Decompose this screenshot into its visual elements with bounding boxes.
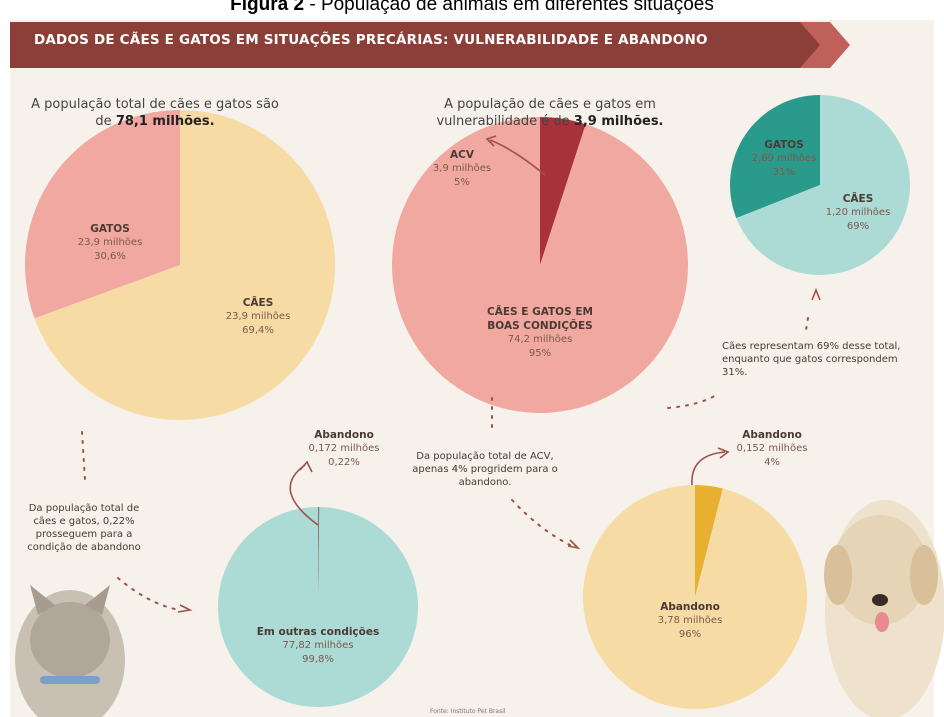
- slice-name: Abandono: [658, 600, 723, 614]
- note: Cães representam 69% desse total, enquan…: [722, 340, 912, 379]
- slice-percent: 69%: [826, 220, 891, 234]
- note: Da população total de cães e gatos, 0,22…: [24, 502, 144, 554]
- slice-percent: 5%: [433, 176, 491, 190]
- slice-amount: 3,78 milhões: [658, 614, 723, 628]
- slice-name: CÃES: [826, 192, 891, 206]
- page: Figura 2 - População de animais em difer…: [0, 0, 944, 717]
- pie-title-bold: 78,1 milhões.: [116, 114, 215, 129]
- slice-percent: 31%: [752, 166, 817, 180]
- slice-name: CÃES: [226, 296, 291, 310]
- slice-name: GATOS: [78, 222, 143, 236]
- slice-percent: 96%: [658, 628, 723, 642]
- slice-percent: 4%: [737, 456, 808, 470]
- pie-title: A população total de cães e gatos são de…: [30, 96, 280, 130]
- slice-percent: 0,22%: [309, 456, 380, 470]
- slice-amount: 23,9 milhões: [226, 310, 291, 324]
- pie-slice: [218, 507, 418, 707]
- slice-amount: 2,69 milhões: [752, 152, 817, 166]
- slice-percent: 99,8%: [257, 653, 379, 667]
- slice-amount: 3,9 milhões: [433, 162, 491, 176]
- banner-title: DADOS DE CÃES E GATOS EM SITUAÇÕES PRECÁ…: [34, 32, 708, 48]
- slice-amount: 77,82 milhões: [257, 639, 379, 653]
- slice-percent: 95%: [475, 347, 605, 361]
- slice-amount: 0,152 milhões: [737, 442, 808, 456]
- slice-amount: 23,9 milhões: [78, 236, 143, 250]
- slice-amount: 74,2 milhões: [475, 333, 605, 347]
- slice-name: GATOS: [752, 138, 817, 152]
- note: Da população total de ACV, apenas 4% pro…: [410, 450, 560, 489]
- source: Fonte: Instituto Pet Brasil: [430, 708, 506, 715]
- slice-percent: 30,6%: [78, 250, 143, 264]
- slice-name: Abandono: [737, 428, 808, 442]
- cat-illustration: [15, 585, 125, 717]
- slice-name: ACV: [433, 148, 491, 162]
- dog-illustration: [824, 500, 944, 717]
- slice-name: CÃES E GATOS EM BOAS CONDIÇÕES: [475, 305, 605, 333]
- pie-title: A população de cães e gatos em vulnerabi…: [430, 96, 670, 130]
- slice-amount: 1,20 milhões: [826, 206, 891, 220]
- slice-name: Abandono: [309, 428, 380, 442]
- pie-title-bold: 3,9 milhões.: [574, 114, 664, 129]
- slice-percent: 69,4%: [226, 324, 291, 338]
- slice-name: Em outras condições: [257, 625, 379, 639]
- slice-amount: 0,172 milhões: [309, 442, 380, 456]
